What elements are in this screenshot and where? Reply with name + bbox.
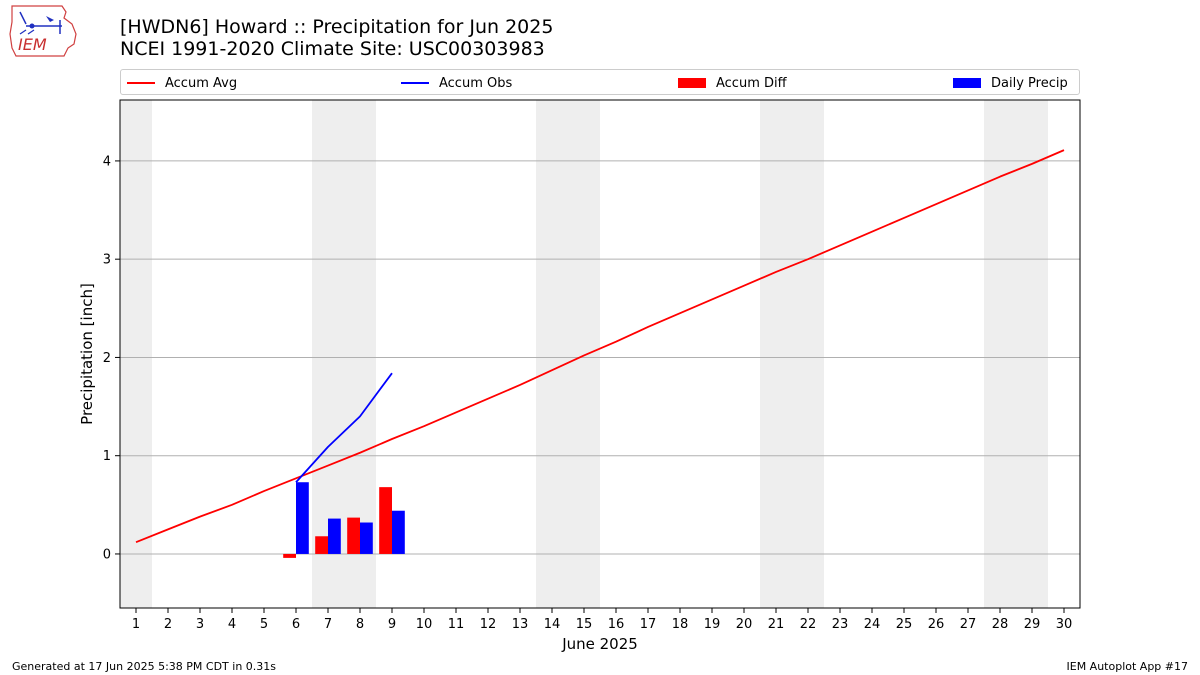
bar-daily-precip-day-9 — [392, 510, 405, 554]
legend-item-accum-diff: Accum Diff — [678, 74, 787, 92]
x-tick-label-2: 2 — [164, 617, 172, 632]
weekend-band-5 — [984, 100, 1048, 608]
x-tick-label-27: 27 — [960, 617, 977, 632]
y-tick-label-4: 4 — [103, 154, 111, 169]
chart-subtitle: NCEI 1991-2020 Climate Site: USC00303983 — [120, 38, 545, 60]
legend-swatch-accum-avg — [127, 82, 155, 84]
weekend-band-4 — [760, 100, 824, 608]
iem-logo: IEM — [9, 5, 77, 57]
legend-label-daily-precip: Daily Precip — [991, 75, 1068, 91]
x-tick-label-9: 9 — [388, 617, 396, 632]
bar-daily-precip-day-8 — [360, 522, 373, 554]
gridlines — [120, 160, 1080, 555]
x-tick-label-30: 30 — [1056, 617, 1073, 632]
x-tick-label-11: 11 — [448, 617, 465, 632]
bar-daily-precip-day-7 — [328, 518, 341, 554]
x-tick-label-29: 29 — [1024, 617, 1041, 632]
x-axis-label: June 2025 — [561, 635, 638, 653]
x-tick-label-17: 17 — [640, 617, 657, 632]
bar-accum-diff-day-6 — [283, 553, 296, 558]
chart-legend: Accum Avg Accum Obs Accum Diff Daily Pre… — [120, 69, 1080, 95]
y-tick-label-3: 3 — [103, 253, 111, 268]
line-accum-obs — [295, 372, 393, 483]
x-tick-label-12: 12 — [480, 617, 497, 632]
x-tick-label-6: 6 — [292, 617, 300, 632]
weekend-band-3 — [536, 100, 600, 608]
bar-accum-diff-day-9 — [379, 487, 392, 554]
y-tick-label-2: 2 — [103, 351, 111, 366]
legend-label-accum-obs: Accum Obs — [439, 75, 513, 91]
x-tick-label-10: 10 — [416, 617, 433, 632]
legend-item-accum-avg: Accum Avg — [127, 74, 237, 92]
x-tick-label-23: 23 — [832, 617, 849, 632]
footer-app-id: IEM Autoplot App #17 — [1066, 660, 1189, 673]
x-tick-label-25: 25 — [896, 617, 913, 632]
x-tick-label-21: 21 — [768, 617, 785, 632]
legend-swatch-daily-precip — [953, 78, 981, 88]
legend-swatch-accum-obs — [401, 82, 429, 84]
plot-frame — [119, 99, 1081, 609]
x-tick-label-4: 4 — [228, 617, 236, 632]
x-tick-label-8: 8 — [356, 617, 364, 632]
x-tick-label-3: 3 — [196, 617, 204, 632]
bar-accum-diff-day-8 — [347, 517, 360, 554]
x-tick-label-28: 28 — [992, 617, 1009, 632]
x-tick-label-14: 14 — [544, 617, 561, 632]
bar-accum-diff-day-7 — [315, 536, 328, 554]
weekend-band-1 — [120, 100, 152, 608]
bar-daily-precip-day-6 — [296, 482, 309, 554]
y-tick-label-0: 0 — [103, 547, 111, 562]
legend-label-accum-diff: Accum Diff — [716, 75, 787, 91]
x-tick-label-20: 20 — [736, 617, 753, 632]
weekend-shading — [120, 100, 1048, 608]
legend-item-accum-obs: Accum Obs — [401, 74, 512, 92]
x-tick-label-19: 19 — [704, 617, 721, 632]
x-tick-label-26: 26 — [928, 617, 945, 632]
x-tick-label-22: 22 — [800, 617, 817, 632]
x-tick-label-24: 24 — [864, 617, 881, 632]
footer-generated: Generated at 17 Jun 2025 5:38 PM CDT in … — [12, 660, 277, 673]
x-tick-label-16: 16 — [608, 617, 625, 632]
x-tick-label-1: 1 — [132, 617, 140, 632]
logo-text: IEM — [18, 35, 47, 54]
legend-swatch-accum-diff — [678, 78, 706, 88]
x-tick-label-15: 15 — [576, 617, 593, 632]
legend-label-accum-avg: Accum Avg — [165, 75, 238, 91]
y-axis-label: Precipitation [inch] — [78, 283, 96, 425]
line-accum-avg — [135, 149, 1065, 544]
chart-title: [HWDN6] Howard :: Precipitation for Jun … — [120, 16, 554, 38]
series-lines — [135, 149, 1065, 544]
x-tick-label-13: 13 — [512, 617, 529, 632]
x-tick-label-5: 5 — [260, 617, 268, 632]
y-tick-label-1: 1 — [103, 449, 111, 464]
bars — [283, 482, 405, 558]
x-tick-label-7: 7 — [324, 617, 332, 632]
legend-item-daily-precip: Daily Precip — [953, 74, 1068, 92]
x-tick-label-18: 18 — [672, 617, 689, 632]
